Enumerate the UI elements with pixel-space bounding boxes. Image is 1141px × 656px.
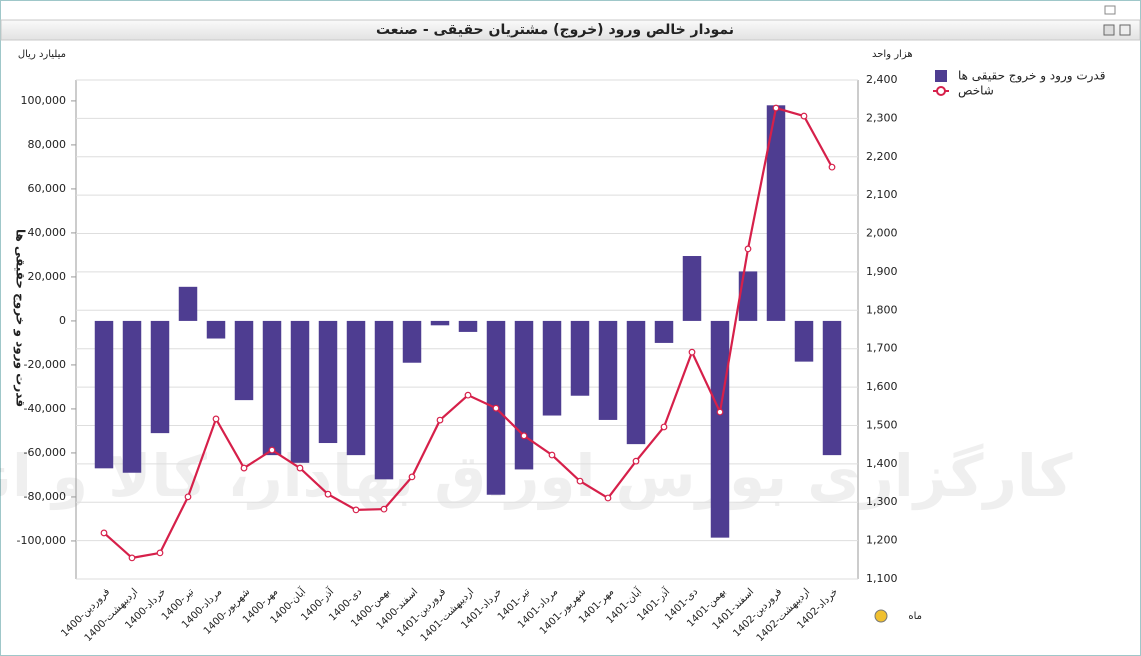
y2-tick-label: 1,200 — [866, 534, 898, 547]
y-tick-label: -20,000 — [24, 358, 66, 371]
y-tick-label: 100,000 — [21, 94, 67, 107]
y-tick-label: 80,000 — [28, 138, 67, 151]
legend-label: شاخص — [958, 84, 994, 99]
y2-tick-label: 2,300 — [866, 111, 898, 124]
line-point — [716, 408, 724, 416]
bar — [570, 320, 590, 396]
line-point — [548, 451, 556, 459]
line-point — [296, 464, 304, 472]
bar — [822, 320, 842, 456]
bar — [514, 320, 534, 470]
bar — [738, 271, 758, 321]
bar — [654, 320, 674, 343]
bar — [150, 320, 170, 434]
line-point — [604, 494, 612, 502]
bar — [710, 320, 730, 538]
line-point — [632, 457, 640, 465]
bar — [458, 320, 478, 332]
y2-tick-label: 1,600 — [866, 380, 898, 393]
bar — [766, 105, 786, 321]
bar — [94, 320, 114, 469]
line-point — [324, 490, 332, 498]
y2-tick-label: 2,100 — [866, 188, 898, 201]
y2-tick-label: 2,000 — [866, 227, 898, 240]
y-tick-label: -80,000 — [24, 490, 66, 503]
line-point — [492, 404, 500, 412]
y2-tick-label: 1,800 — [866, 303, 898, 316]
y2-tick-label: 1,300 — [866, 495, 898, 508]
export-icon[interactable] — [1119, 24, 1131, 36]
line-point — [436, 416, 444, 424]
bar — [318, 320, 338, 444]
bar — [206, 320, 226, 339]
bar — [542, 320, 562, 416]
window-icon[interactable] — [1104, 5, 1116, 15]
line-point — [128, 554, 136, 562]
line-point — [408, 473, 416, 481]
bar — [402, 320, 422, 363]
title-bar — [0, 19, 1141, 41]
line-point — [100, 529, 108, 537]
y2-tick-label: 2,200 — [866, 150, 898, 163]
bar — [290, 320, 310, 463]
y2-unit: هزار واحد — [872, 49, 913, 60]
line-point — [268, 446, 276, 454]
x-axis-title: ماه — [908, 611, 922, 622]
bar — [794, 320, 814, 362]
y2-tick-label: 1,400 — [866, 457, 898, 470]
line-point — [688, 348, 696, 356]
chart-title: نمودار خالص ورود (خروج) مشتریان حقیقی - … — [376, 22, 734, 38]
line-point — [828, 163, 836, 171]
bar — [374, 320, 394, 480]
line-point — [800, 112, 808, 120]
settings-icon[interactable] — [874, 609, 888, 623]
legend-label: قدرت ورود و خروج حقیقی ها — [958, 69, 1105, 84]
line-point — [576, 477, 584, 485]
line-point — [380, 505, 388, 513]
line-point — [156, 549, 164, 557]
y2-tick-label: 1,900 — [866, 265, 898, 278]
y2-tick-label: 2,400 — [866, 73, 898, 86]
line-point — [184, 493, 192, 501]
bar — [626, 320, 646, 445]
y2-tick-label: 1,500 — [866, 418, 898, 431]
y-axis-title: قدرت ورود و خروج حقیقی ها — [13, 229, 28, 407]
bar — [430, 320, 450, 326]
line-point — [240, 464, 248, 472]
bar — [178, 286, 198, 321]
line-point — [744, 245, 752, 253]
line-point — [212, 415, 220, 423]
bar — [682, 256, 702, 321]
y-tick-label: -100,000 — [17, 534, 66, 547]
legend-swatch — [936, 86, 946, 96]
bar — [346, 320, 366, 456]
line-point — [660, 423, 668, 431]
y-tick-label: -40,000 — [24, 402, 66, 415]
bar — [598, 320, 618, 420]
legend-swatch — [935, 70, 947, 82]
y-tick-label: -60,000 — [24, 446, 66, 459]
y-unit: میلیارد ریال — [18, 49, 66, 60]
line-point — [464, 391, 472, 399]
line-point — [352, 506, 360, 514]
y-tick-label: 20,000 — [28, 270, 67, 283]
y-tick-label: 40,000 — [28, 226, 67, 239]
line-point — [772, 104, 780, 112]
bar — [122, 320, 142, 473]
bar — [262, 320, 282, 456]
y2-tick-label: 1,100 — [866, 572, 898, 585]
y-tick-label: 0 — [59, 314, 66, 327]
y2-tick-label: 1,700 — [866, 342, 898, 355]
bar — [234, 320, 254, 401]
watermark: کارگزاری بورس اوراق بهادار، کالا و انرژی — [0, 442, 1073, 511]
line-point — [520, 432, 528, 440]
y-tick-label: 60,000 — [28, 182, 67, 195]
print-icon[interactable] — [1103, 24, 1115, 36]
